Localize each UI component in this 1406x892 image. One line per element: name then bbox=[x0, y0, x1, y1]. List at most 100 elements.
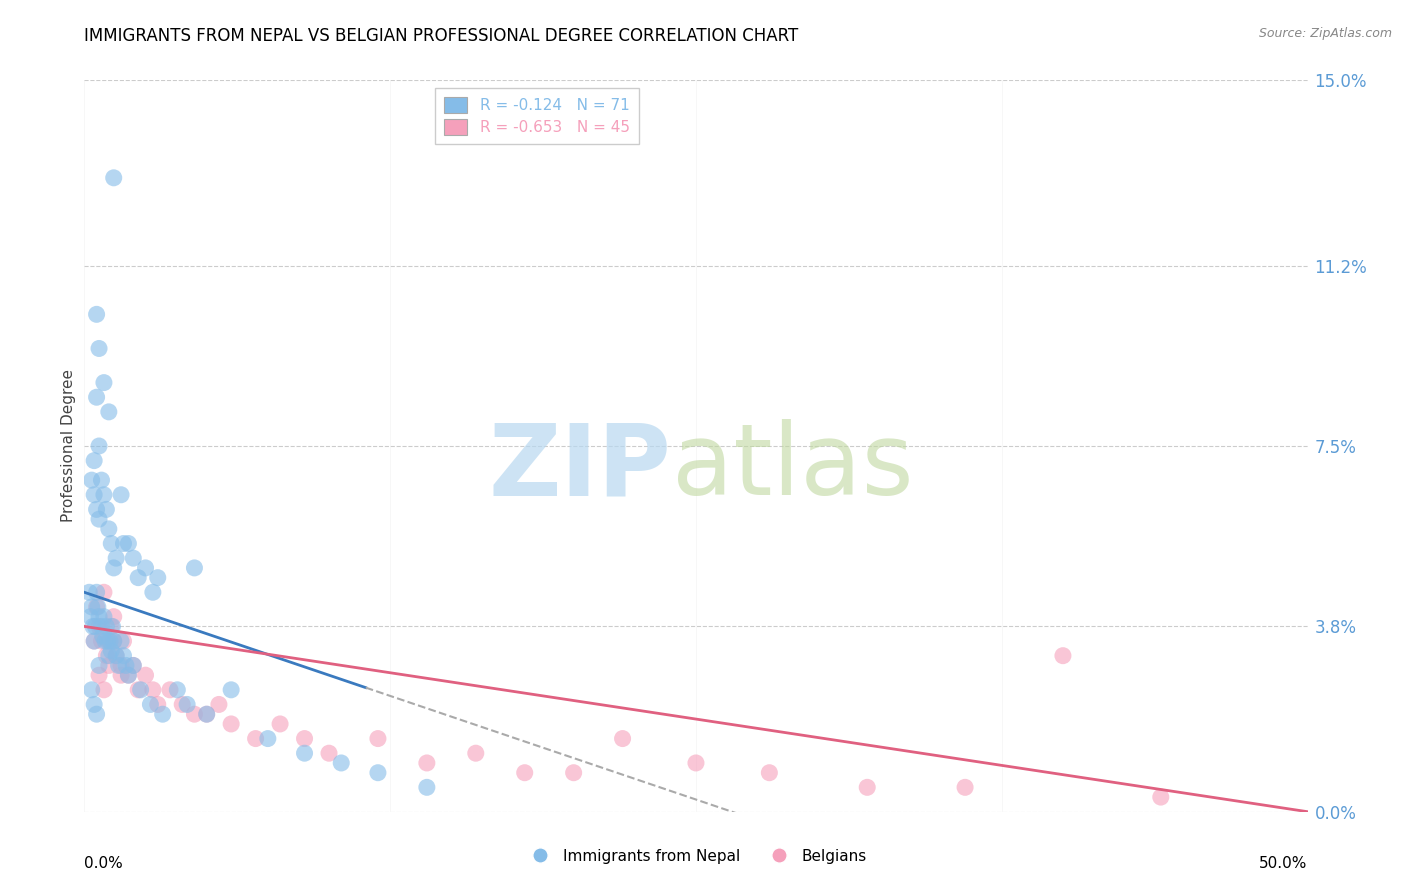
Point bbox=[245, 731, 267, 746]
Point bbox=[87, 512, 110, 526]
Point bbox=[103, 609, 125, 624]
Point bbox=[90, 473, 112, 487]
Point bbox=[208, 698, 231, 712]
Point bbox=[86, 307, 108, 321]
Point bbox=[195, 707, 218, 722]
Point bbox=[176, 698, 198, 712]
Point bbox=[139, 698, 162, 712]
Point bbox=[105, 551, 128, 566]
Point bbox=[112, 648, 135, 663]
Point bbox=[90, 619, 112, 633]
Point bbox=[685, 756, 707, 770]
Point bbox=[103, 634, 125, 648]
Point bbox=[257, 731, 280, 746]
Point bbox=[110, 634, 132, 648]
Point bbox=[80, 682, 103, 697]
Point bbox=[91, 629, 114, 643]
Point bbox=[97, 648, 120, 663]
Point bbox=[115, 658, 138, 673]
Point bbox=[79, 609, 101, 624]
Point bbox=[96, 648, 118, 663]
Point bbox=[294, 746, 316, 760]
Point bbox=[93, 376, 115, 390]
Point bbox=[84, 619, 107, 633]
Point bbox=[98, 634, 121, 648]
Point bbox=[83, 634, 105, 648]
Point bbox=[195, 707, 218, 722]
Point bbox=[87, 609, 110, 624]
Point bbox=[105, 648, 128, 663]
Point bbox=[100, 536, 122, 550]
Point bbox=[112, 536, 135, 550]
Point bbox=[110, 668, 132, 682]
Point bbox=[122, 551, 145, 566]
Point bbox=[87, 668, 110, 682]
Point bbox=[152, 707, 174, 722]
Point bbox=[101, 619, 124, 633]
Point bbox=[87, 599, 110, 614]
Point bbox=[87, 439, 110, 453]
Point bbox=[856, 780, 879, 795]
Text: 0.0%: 0.0% bbox=[84, 855, 124, 871]
Point bbox=[1150, 790, 1173, 805]
Point bbox=[416, 780, 439, 795]
Point bbox=[159, 682, 181, 697]
Point bbox=[110, 488, 132, 502]
Point bbox=[464, 746, 486, 760]
Point bbox=[142, 585, 165, 599]
Point bbox=[416, 756, 439, 770]
Point bbox=[146, 571, 169, 585]
Point bbox=[97, 634, 120, 648]
Point bbox=[87, 342, 110, 356]
Point bbox=[86, 599, 108, 614]
Point bbox=[86, 707, 108, 722]
Point bbox=[117, 668, 139, 682]
Point bbox=[219, 717, 242, 731]
Point bbox=[758, 765, 780, 780]
Point bbox=[146, 698, 169, 712]
Point bbox=[103, 634, 125, 648]
Point bbox=[122, 658, 145, 673]
Point bbox=[94, 634, 117, 648]
Point bbox=[86, 585, 108, 599]
Point bbox=[183, 707, 205, 722]
Point bbox=[93, 609, 115, 624]
Point bbox=[93, 682, 115, 697]
Point bbox=[294, 731, 316, 746]
Point bbox=[1052, 648, 1074, 663]
Point bbox=[96, 502, 118, 516]
Point bbox=[80, 599, 103, 614]
Point bbox=[135, 668, 157, 682]
Point bbox=[183, 561, 205, 575]
Point bbox=[117, 536, 139, 550]
Point bbox=[166, 682, 188, 697]
Point bbox=[135, 561, 157, 575]
Point bbox=[112, 634, 135, 648]
Point bbox=[83, 488, 105, 502]
Point bbox=[96, 619, 118, 633]
Point bbox=[83, 453, 105, 467]
Point bbox=[87, 619, 110, 633]
Point bbox=[612, 731, 634, 746]
Y-axis label: Professional Degree: Professional Degree bbox=[60, 369, 76, 523]
Text: Source: ZipAtlas.com: Source: ZipAtlas.com bbox=[1258, 27, 1392, 40]
Point bbox=[90, 634, 112, 648]
Point bbox=[219, 682, 242, 697]
Point bbox=[330, 756, 353, 770]
Point bbox=[129, 682, 152, 697]
Point bbox=[103, 561, 125, 575]
Point bbox=[107, 658, 129, 673]
Point bbox=[318, 746, 340, 760]
Point bbox=[97, 658, 120, 673]
Point bbox=[87, 658, 110, 673]
Point bbox=[110, 658, 132, 673]
Point bbox=[93, 585, 115, 599]
Point bbox=[513, 765, 536, 780]
Point bbox=[142, 682, 165, 697]
Point bbox=[103, 170, 125, 185]
Text: 50.0%: 50.0% bbox=[1260, 855, 1308, 871]
Point bbox=[127, 682, 149, 697]
Point bbox=[953, 780, 976, 795]
Point bbox=[83, 634, 105, 648]
Point bbox=[269, 717, 291, 731]
